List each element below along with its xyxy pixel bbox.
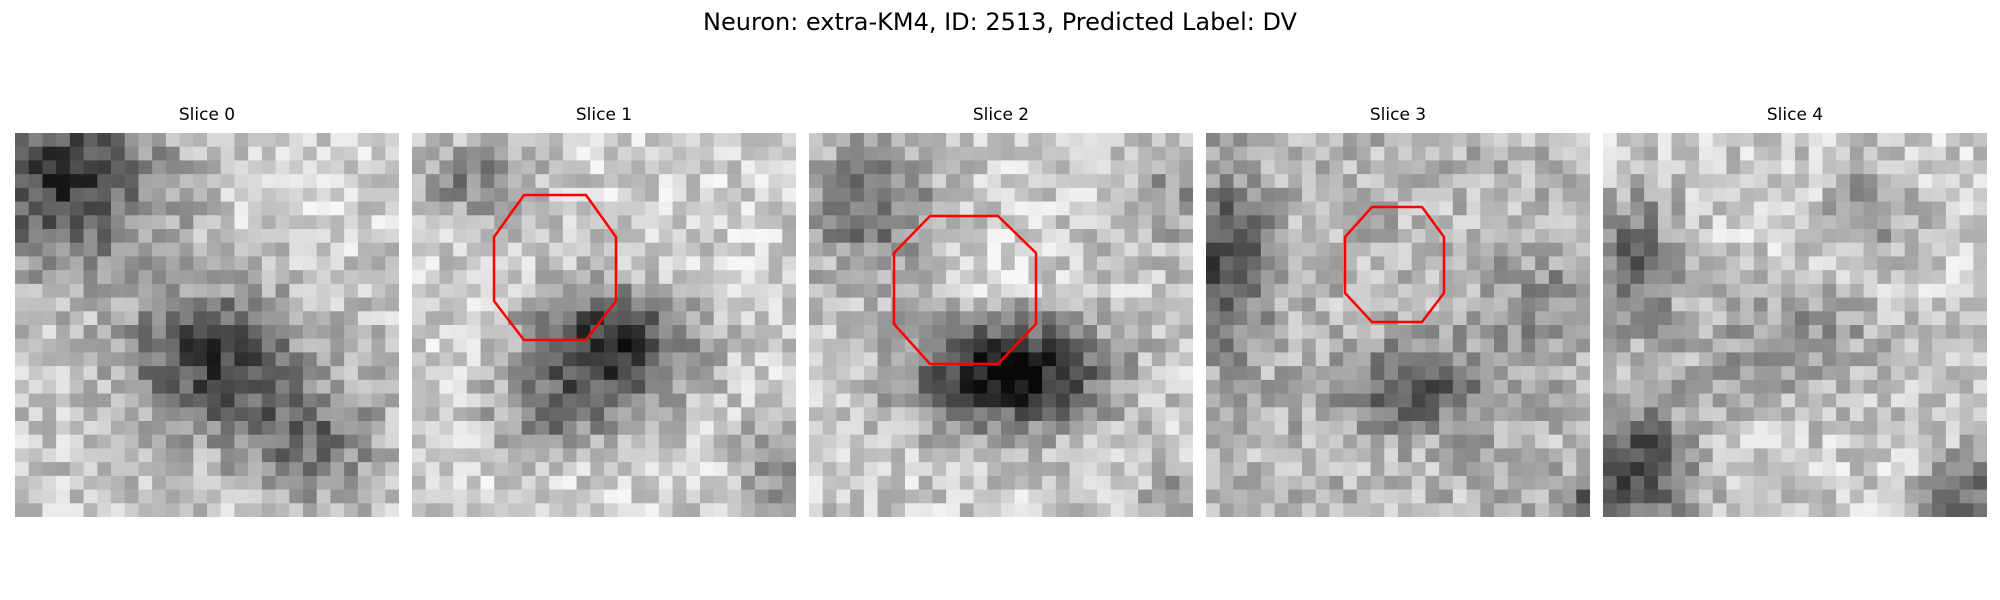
slice-title-0: Slice 0 bbox=[178, 105, 236, 125]
slice-panel-0: Slice 0 bbox=[15, 105, 399, 517]
slice-image-1 bbox=[412, 133, 796, 517]
slice-panel-4: Slice 4 bbox=[1603, 105, 1987, 517]
slice-panel-2: Slice 2 bbox=[809, 105, 1193, 517]
slice-title-4: Slice 4 bbox=[1766, 105, 1824, 125]
slice-panel-1: Slice 1 bbox=[412, 105, 796, 517]
roi-octagon-3 bbox=[1343, 205, 1446, 324]
slice-panel-3: Slice 3 bbox=[1206, 105, 1590, 517]
slice-title-1: Slice 1 bbox=[575, 105, 633, 125]
roi-octagon-1 bbox=[492, 193, 618, 342]
roi-octagon-2 bbox=[892, 214, 1038, 366]
slice-image-0 bbox=[15, 133, 399, 517]
slice-title-3: Slice 3 bbox=[1369, 105, 1427, 125]
slice-image-2 bbox=[809, 133, 1193, 517]
slice-image-3 bbox=[1206, 133, 1590, 517]
slice-image-4 bbox=[1603, 133, 1987, 517]
figure-title: Neuron: extra-KM4, ID: 2513, Predicted L… bbox=[703, 8, 1297, 36]
slice-title-2: Slice 2 bbox=[972, 105, 1030, 125]
